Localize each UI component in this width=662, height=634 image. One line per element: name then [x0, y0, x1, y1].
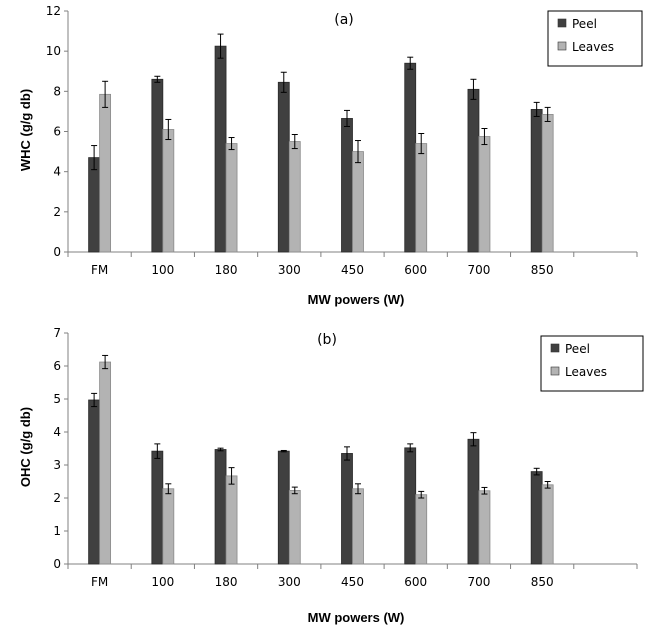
x-tick-label: 300 [278, 263, 301, 277]
x-tick-label: 600 [404, 575, 427, 589]
x-tick-label: FM [91, 263, 108, 277]
legend-swatch-peel [550, 343, 560, 353]
bar-leaves [478, 136, 491, 253]
bar-leaves [288, 141, 301, 253]
y-tick-label: 12 [46, 4, 61, 18]
y-axis-title: OHC (g/g db) [18, 407, 33, 487]
bar-peel [404, 62, 417, 253]
y-tick-label: 7 [53, 326, 61, 340]
y-tick-label: 4 [53, 425, 61, 439]
x-tick-label: FM [91, 575, 108, 589]
bar-leaves [541, 114, 554, 253]
bar-peel [88, 399, 101, 565]
y-tick-label: 1 [53, 524, 61, 538]
y-tick-label: 2 [53, 491, 61, 505]
bar-leaves [415, 494, 428, 565]
bar-leaves [162, 488, 175, 565]
x-tick-label: 180 [215, 263, 238, 277]
y-tick-label: 10 [46, 44, 61, 58]
y-tick-label: 0 [53, 557, 61, 571]
x-tick-label: 450 [341, 575, 364, 589]
bar-leaves [225, 143, 238, 253]
x-tick-label: 600 [404, 263, 427, 277]
y-axis-title: WHC (g/g db) [18, 89, 33, 171]
bar-leaves [225, 475, 238, 565]
y-tick-label: 3 [53, 458, 61, 472]
x-tick-label: 300 [278, 575, 301, 589]
ohc-chart: (b) OHC (g/g db) MW powers (W) 0 1 2 3 4 5 6 7 F… [18, 326, 644, 625]
bar-peel [214, 45, 227, 253]
legend-label-leaves: Leaves [565, 365, 607, 379]
x-axis-title: MW powers (W) [308, 292, 405, 307]
bar-peel [467, 438, 480, 565]
bar-peel [341, 118, 353, 253]
y-tick-label: 2 [53, 205, 61, 219]
x-tick-label: 850 [531, 575, 554, 589]
bar-peel [277, 81, 290, 253]
y-tick-label: 0 [53, 245, 61, 259]
bar-peel [214, 449, 227, 565]
bar-leaves [541, 484, 554, 565]
y-tick-label: 6 [53, 359, 61, 373]
x-tick-label: 700 [467, 263, 490, 277]
bar-peel [530, 471, 543, 565]
panel-label: (b) [317, 332, 337, 348]
x-tick-label: 180 [215, 575, 238, 589]
bar-leaves [478, 490, 491, 565]
bar-peel [530, 109, 543, 253]
bar-peel [151, 78, 164, 253]
legend-label-leaves: Leaves [572, 40, 614, 54]
bar-leaves [288, 490, 301, 565]
x-tick-label: 100 [151, 575, 174, 589]
legend-label-peel: Peel [565, 342, 590, 356]
bar-leaves [99, 93, 112, 253]
legend-swatch-peel [557, 18, 567, 28]
legend-label-peel: Peel [572, 17, 597, 31]
legend-swatch-leaves [557, 41, 567, 51]
bar-peel [88, 157, 101, 253]
whc-chart: (a) WHC (g/g db) MW powers (W) 0 2 4 6 8 10 12… [18, 4, 643, 307]
y-tick-label: 6 [53, 125, 61, 139]
y-tick-label: 5 [53, 392, 61, 406]
bar-peel [467, 88, 480, 253]
panel-label: (a) [334, 12, 354, 28]
bar-leaves [352, 488, 364, 565]
bar-peel [277, 450, 290, 565]
x-tick-label: 700 [467, 575, 490, 589]
x-tick-label: 450 [341, 263, 364, 277]
bar-peel [404, 447, 417, 565]
bar-peel [341, 453, 353, 565]
y-tick-label: 8 [53, 84, 61, 98]
legend-swatch-leaves [550, 366, 560, 376]
bar-leaves [162, 129, 175, 253]
bar-leaves [415, 143, 428, 253]
bar-peel [151, 450, 164, 565]
bar-leaves [99, 361, 112, 565]
x-tick-label: 850 [531, 263, 554, 277]
y-tick-label: 4 [53, 165, 61, 179]
x-tick-label: 100 [151, 263, 174, 277]
x-axis-title: MW powers (W) [308, 610, 405, 625]
bar-leaves [352, 151, 364, 253]
